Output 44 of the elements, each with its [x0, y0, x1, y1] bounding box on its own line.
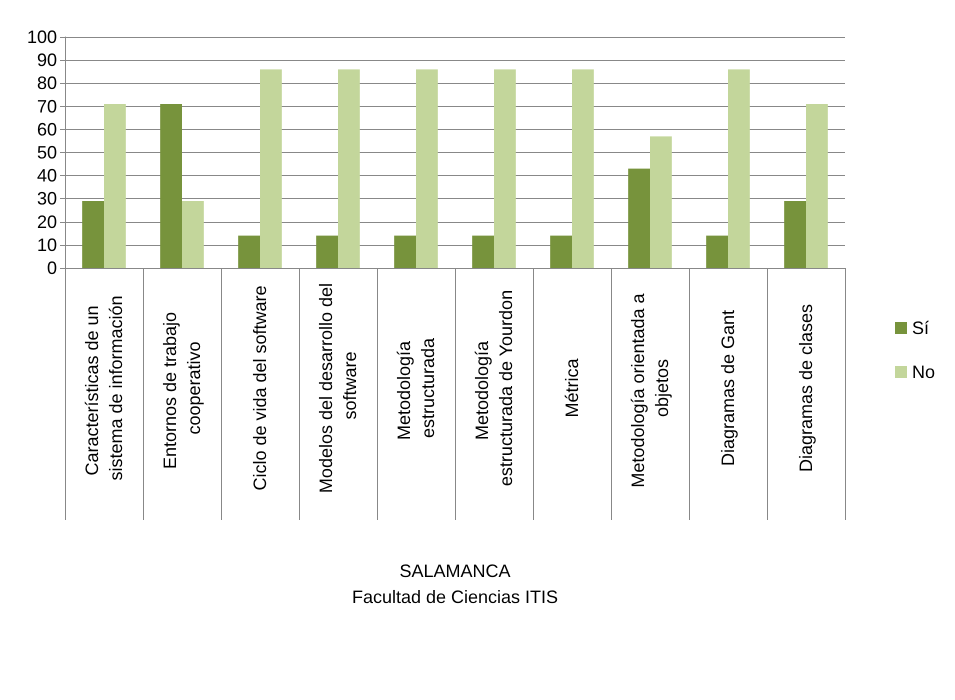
bar [494, 69, 516, 268]
bar [316, 236, 338, 268]
bar [238, 236, 260, 268]
x-tick-label: Diagramas de clases [796, 304, 816, 472]
bar [182, 201, 204, 268]
x-tick-label: Ciclo de vida del software [250, 285, 270, 491]
bar [650, 136, 672, 268]
bar [550, 236, 572, 268]
bar [628, 168, 650, 268]
x-tick-label: Características de un sistema de información [82, 295, 126, 481]
x-tick-label: Modelos del desarrollo del software [316, 282, 360, 494]
x-tick-label: Metodología estructurada de Yourdon [472, 290, 516, 486]
y-tick-label: 40 [36, 166, 57, 186]
bar [416, 69, 438, 268]
x-tick-label: Diagramas de Gant [718, 310, 738, 466]
bar [260, 69, 282, 268]
y-tick-label: 50 [36, 142, 57, 162]
bar [394, 236, 416, 268]
bar [706, 236, 728, 268]
bar [784, 201, 806, 268]
bar [82, 201, 104, 268]
bar [572, 69, 594, 268]
y-tick-label: 0 [46, 258, 57, 278]
x-tick-label: Metodología orientada a objetos [628, 288, 672, 488]
x-tick-label: Metodología estructurada [394, 336, 438, 440]
bar [472, 236, 494, 268]
y-tick-label: 30 [36, 188, 57, 209]
bar [104, 104, 126, 268]
bar [338, 69, 360, 268]
bar [160, 104, 182, 268]
y-tick-label: 80 [36, 73, 57, 94]
bar [806, 104, 828, 268]
y-tick-label: 90 [36, 50, 57, 70]
y-tick-label: 20 [36, 212, 57, 232]
legend-label: No [912, 362, 936, 382]
y-tick-label: 10 [36, 234, 57, 255]
y-tick-label: 100 [26, 27, 57, 47]
y-tick-label: 70 [36, 96, 57, 116]
y-tick-label: 60 [36, 119, 57, 140]
x-axis-title: SALAMANCA Facultad de Ciencias ITIS [352, 561, 558, 607]
bar [728, 69, 750, 268]
x-tick-label: Métrica [562, 358, 582, 418]
legend-label: Sí [912, 318, 930, 338]
x-tick-label: Entornos de trabajo cooperativo [160, 306, 204, 470]
